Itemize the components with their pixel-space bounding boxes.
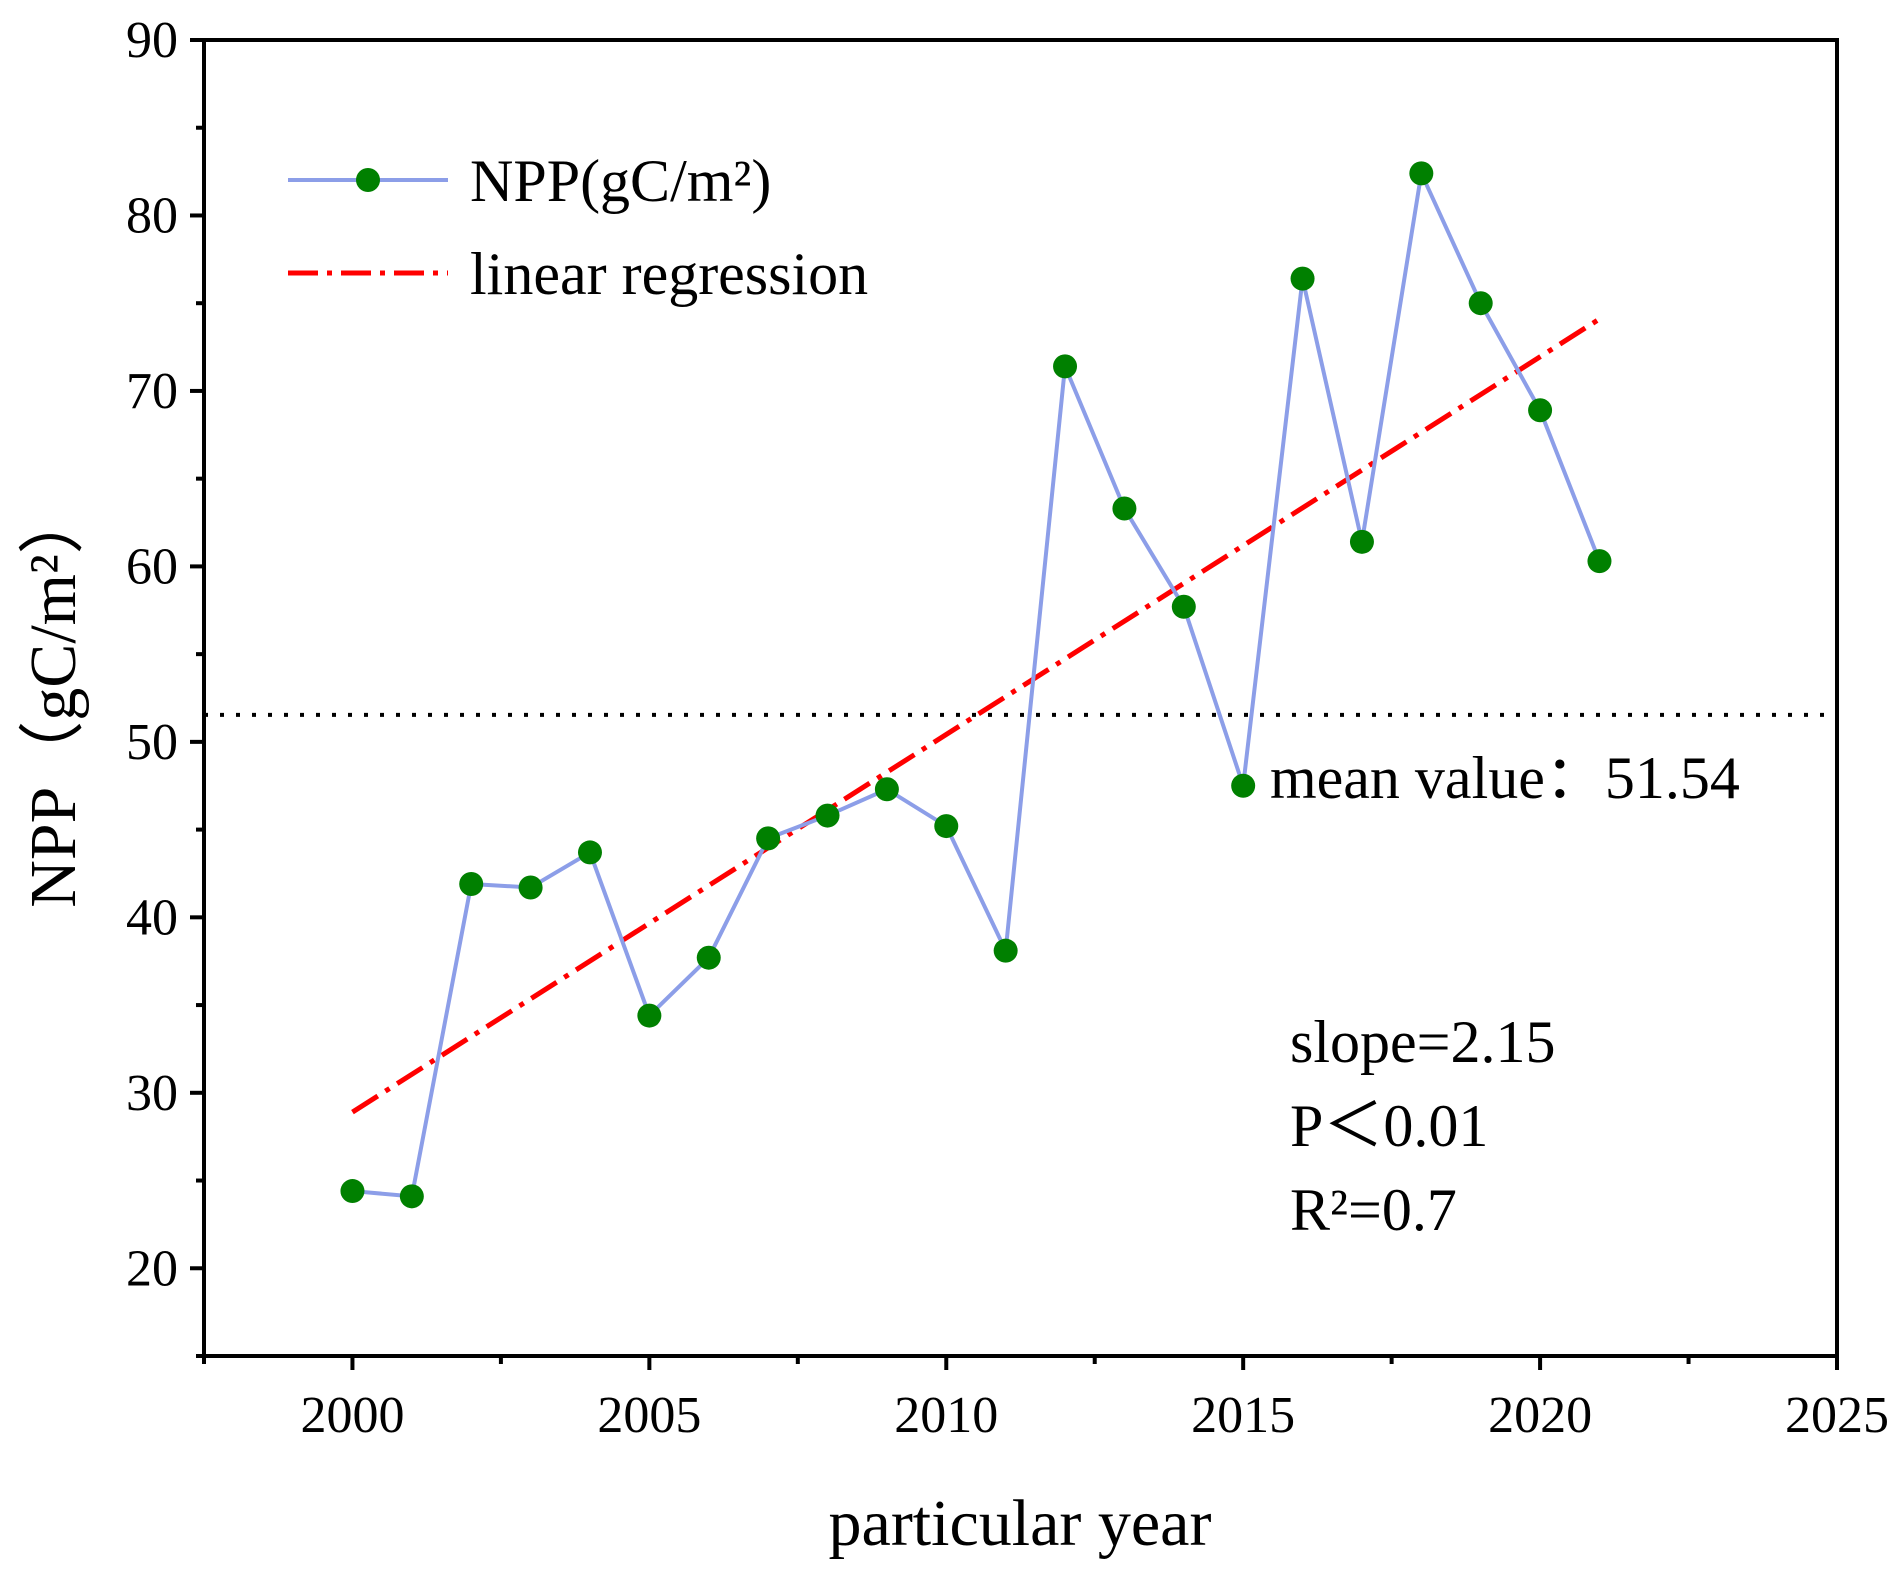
x-axis: 2000 2005 2010 2015 2020 2025 [202, 1356, 1889, 1444]
slope-label: slope=2.15 [1290, 1009, 1556, 1075]
y-axis-title: NPP（gC/m²） [17, 488, 90, 908]
npp-data-point [1468, 291, 1493, 316]
x-tick-label: 2020 [1488, 1387, 1592, 1444]
y-tick-label: 50 [126, 714, 178, 771]
x-tick-label: 2000 [300, 1387, 404, 1444]
x-tick-label: 2015 [1191, 1387, 1295, 1444]
plot-frame [202, 38, 1839, 1358]
y-tick-label: 80 [126, 187, 178, 244]
npp-data-point [993, 938, 1018, 963]
npp-data-point [1053, 354, 1078, 379]
p-value-label: P＜0.01 [1290, 1093, 1488, 1159]
legend-npp-label: NPP(gC/m²) [470, 148, 771, 214]
npp-data-point [340, 1179, 365, 1204]
npp-data-point [577, 840, 602, 865]
npp-data-point [1231, 773, 1256, 798]
npp-data-point [1409, 161, 1434, 186]
npp-data-point [1587, 549, 1612, 574]
y-tick-label: 90 [126, 12, 178, 69]
npp-data-point [1290, 266, 1315, 291]
legend-regression-label: linear regression [470, 241, 868, 307]
legend: NPP(gC/m²) linear regression [288, 148, 868, 307]
x-axis-title: particular year [829, 1487, 1212, 1560]
npp-data-point [1112, 496, 1137, 521]
npp-data-point [1349, 529, 1374, 554]
npp-data-point [815, 803, 840, 828]
x-tick-label: 2010 [894, 1387, 998, 1444]
npp-markers [340, 161, 1612, 1209]
legend-npp-marker-swatch [356, 168, 380, 192]
npp-data-point [1528, 398, 1553, 423]
y-tick-label: 30 [126, 1065, 178, 1122]
npp-data-point [874, 777, 899, 802]
npp-series-line [352, 166, 1602, 1199]
y-tick-label: 40 [126, 889, 178, 946]
y-axis: 20 30 40 50 60 70 80 90 [126, 12, 204, 1358]
y-tick-label: 20 [126, 1240, 178, 1297]
npp-data-point [696, 945, 721, 970]
mean-value-label: mean value：51.54 [1270, 745, 1740, 811]
x-tick-label: 2025 [1785, 1387, 1889, 1444]
y-tick-label: 60 [126, 538, 178, 595]
npp-data-point [756, 826, 781, 851]
npp-data-point [399, 1184, 424, 1209]
regression-line [351, 316, 1601, 1115]
npp-data-point [934, 814, 959, 839]
y-tick-label: 70 [126, 363, 178, 420]
npp-data-point [518, 875, 543, 900]
npp-data-point [637, 1003, 662, 1028]
npp-data-point [459, 871, 484, 896]
r-squared-label: R²=0.7 [1290, 1177, 1457, 1243]
x-tick-label: 2005 [597, 1387, 701, 1444]
npp-data-point [1171, 594, 1196, 619]
